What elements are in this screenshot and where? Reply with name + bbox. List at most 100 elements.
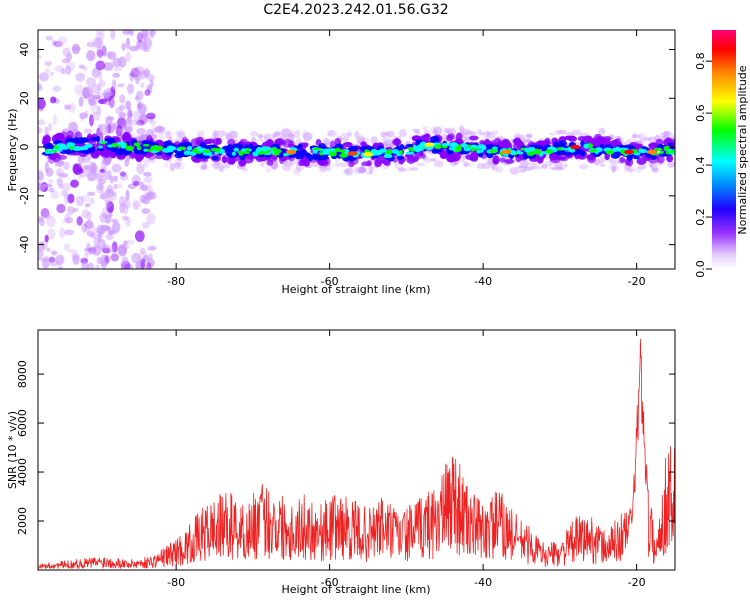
spectrogram-halo-blob: [177, 131, 186, 138]
spectrogram-halo-blob: [260, 161, 265, 168]
spectrogram-halo-blob: [458, 124, 466, 133]
spectrogram-inner-blob: [477, 144, 486, 150]
spectrogram-noise-blob: [67, 248, 78, 254]
spectrogram-noise-blob: [88, 114, 94, 127]
spectrogram-halo-blob: [165, 130, 172, 139]
spectrogram-noise-blob: [93, 164, 99, 176]
colorbar-tick-label: 0.6: [694, 104, 707, 122]
spectrogram-noise-blob: [135, 90, 144, 101]
spectrogram-noise-blob: [117, 83, 125, 88]
spectrogram-inner-blob: [605, 149, 615, 155]
spectrogram-halo-blob: [397, 167, 407, 173]
spectrogram-noise-blob: [141, 221, 150, 229]
spectrogram-noise-blob: [87, 93, 95, 105]
spectrogram-noise-blob: [57, 184, 64, 189]
spectrogram-noise-blob: [107, 169, 113, 181]
spectrogram-y-tick-label: 20: [18, 91, 31, 105]
colorbar-ticks: 0.0 0.2 0.4 0.6 0.8: [694, 52, 712, 278]
colorbar: 0.0 0.2 0.4 0.6 0.8 Normalized spectral ampl…: [694, 30, 749, 278]
spectrogram-noise-blob: [137, 103, 147, 115]
spectrogram-noise-blob: [87, 262, 95, 269]
spectrogram-noise-blob: [70, 179, 79, 188]
spectrogram-noise-blob: [46, 215, 56, 228]
spectrogram-halo-blob: [228, 130, 238, 140]
spectrogram-halo-blob: [633, 166, 642, 173]
spectrogram-inner-blob: [84, 143, 93, 148]
spectrogram-halo-blob: [571, 129, 582, 136]
spectrogram-noise-blob: [81, 261, 89, 269]
spectrogram-noise-blob: [110, 218, 118, 223]
spectrogram-noise-blob: [45, 35, 53, 41]
spectrogram-inner-blob: [620, 149, 626, 154]
spectrogram-noise-blob: [107, 230, 114, 235]
spectrogram-noise-blob: [125, 189, 130, 202]
spectrogram-halo-blob: [529, 165, 538, 169]
spectrogram-band-blob: [281, 138, 293, 148]
spectrogram-halo-blob: [344, 167, 354, 176]
spectrogram-inner-blob: [448, 147, 456, 151]
spectrogram-noise-blob: [76, 216, 83, 226]
spectrogram-core-blob: [96, 148, 105, 152]
spectrogram-halo-blob: [558, 129, 567, 135]
spectrogram-noise-blob: [138, 113, 148, 125]
spectrogram-halo-blob: [433, 160, 444, 168]
snr-y-tick-label: 4000: [16, 458, 29, 486]
spectrogram-halo-blob: [157, 132, 165, 141]
spectrogram-noise-blob: [110, 254, 118, 261]
spectrogram-inner-blob: [470, 147, 476, 152]
spectrogram-halo-blob: [492, 163, 499, 172]
spectrogram-band-blob: [227, 138, 236, 147]
spectrogram-core-blob: [296, 145, 303, 149]
spectrogram-x-tick-label: -40: [474, 275, 492, 288]
spectrogram-noise-blob: [115, 124, 123, 137]
spectrogram-noise-blob: [111, 163, 122, 173]
spectrogram-panel: -80 -60 -40 -20 -40 -20 0 20 40 Height of strai…: [6, 29, 676, 296]
spectrogram-noise-blob: [119, 94, 126, 104]
spectrogram-core-blob: [76, 138, 82, 142]
spectrogram-x-tick-label: -20: [628, 275, 646, 288]
spectrogram-noise-blob: [132, 72, 143, 81]
spectrogram-halo-blob: [265, 165, 271, 174]
snr-series-line: [38, 338, 675, 569]
spectrogram-noise-blob: [134, 66, 144, 74]
spectrogram-inner-blob: [219, 148, 225, 154]
spectrogram-noise-blob: [106, 87, 112, 94]
spectrogram-halo-blob: [443, 127, 450, 134]
spectrogram-inner-blob: [379, 148, 388, 153]
spectrogram-band-blob: [267, 155, 278, 162]
spectrogram-noise-blob: [145, 112, 156, 120]
spectrogram-inner-blob: [202, 149, 211, 153]
spectrogram-noise-blob: [143, 68, 151, 78]
spectrogram-core-blob: [46, 142, 54, 150]
spectrogram-noise-blob: [100, 160, 107, 170]
colorbar-tick-label: 0.8: [694, 52, 707, 70]
spectrogram-noise-blob: [65, 217, 74, 224]
spectrogram-halo-blob: [214, 162, 223, 171]
spectrogram-x-tick-label: -80: [167, 275, 185, 288]
spectrogram-noise-blob: [38, 182, 46, 192]
spectrogram-noise-blob: [136, 40, 145, 50]
spectrogram-noise-blob: [56, 203, 66, 214]
spectrogram-noise-blob: [119, 171, 127, 177]
spectrogram-noise-blob: [96, 183, 104, 190]
spectrogram-inner-blob: [654, 147, 663, 151]
spectrogram-halo-blob: [663, 130, 672, 137]
spectrogram-inner-blob: [150, 145, 157, 150]
spectrogram-noise-blob: [38, 170, 44, 182]
spectrogram-inner-blob: [323, 148, 331, 154]
spectrogram-noise-blob: [87, 191, 96, 197]
spectrogram-core-blob: [433, 148, 442, 153]
spectrogram-noise-blob: [48, 256, 56, 263]
spectrogram-noise-blob: [141, 184, 148, 191]
spectrogram-core-blob: [81, 137, 88, 143]
spectrogram-halo-blob: [359, 164, 365, 172]
spectrogram-inner-blob: [370, 149, 378, 154]
spectrogram-halo-blob: [464, 130, 474, 138]
spectrogram-noise-blob: [44, 61, 53, 67]
spectrogram-halo-blob: [519, 165, 528, 173]
spectrogram-halo-blob: [302, 132, 313, 141]
spectrogram-inner-blob: [177, 146, 187, 151]
spectrogram-halo-blob: [283, 160, 293, 167]
spectrogram-halo-blob: [476, 162, 485, 170]
snr-y-axis-title: SNR (10 * v/v): [6, 411, 19, 489]
